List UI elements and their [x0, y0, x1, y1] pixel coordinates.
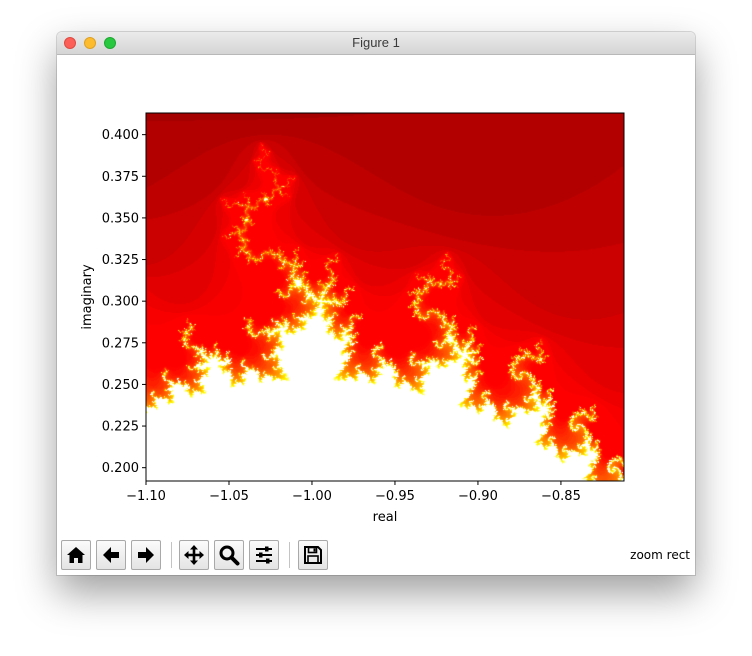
x-axis-label: real — [373, 510, 398, 525]
figure-canvas[interactable]: −1.10 −1.05 −1.00 −0.95 −0.90 −0.85 0.200 0.22… — [57, 55, 695, 535]
pan-button[interactable] — [179, 540, 209, 570]
y-tick-label: 0.200 — [102, 461, 139, 476]
toolbar-status-message: zoom rect — [630, 548, 690, 562]
sliders-icon — [256, 546, 272, 564]
y-tick-label: 0.275 — [102, 336, 139, 351]
forward-button[interactable] — [131, 540, 161, 570]
navigation-toolbar: zoom rect — [57, 535, 695, 575]
x-tick-label: −0.95 — [375, 489, 415, 504]
x-tick-label: −0.85 — [541, 489, 581, 504]
y-tick-label: 0.375 — [102, 170, 139, 185]
y-tick-label: 0.350 — [102, 211, 139, 226]
plot-area[interactable] — [146, 113, 624, 481]
home-button[interactable] — [61, 540, 91, 570]
zoom-window-button[interactable] — [104, 37, 116, 49]
mandelbrot-heatmap — [146, 113, 624, 481]
zoom-button[interactable] — [214, 540, 244, 570]
back-button[interactable] — [96, 540, 126, 570]
y-tick-label: 0.225 — [102, 420, 139, 435]
y-axis-label: imaginary — [80, 264, 95, 330]
toolbar-separator — [171, 542, 172, 568]
floppy-disk-icon — [304, 546, 322, 564]
x-tick-label: −1.10 — [126, 489, 166, 504]
x-tick-label: −0.90 — [458, 489, 498, 504]
toolbar-separator — [289, 542, 290, 568]
title-bar[interactable]: Figure 1 — [57, 32, 695, 55]
minimize-window-button[interactable] — [84, 37, 96, 49]
move-arrows-icon — [184, 545, 204, 565]
arrow-right-icon — [138, 547, 154, 563]
y-tick-label: 0.325 — [102, 253, 139, 268]
x-tick-label: −1.00 — [292, 489, 332, 504]
axes-frame — [145, 112, 625, 482]
save-button[interactable] — [298, 540, 328, 570]
window-title: Figure 1 — [352, 35, 400, 50]
figure-window: Figure 1 −1.10 −1.05 −1.00 −0.95 −0.90 −0.85 … — [57, 32, 695, 575]
close-window-button[interactable] — [64, 37, 76, 49]
y-axis: 0.200 0.225 0.250 0.275 0.300 0.325 0.350 0.375… — [102, 128, 146, 476]
arrow-left-icon — [103, 547, 119, 563]
y-tick-label: 0.250 — [102, 378, 139, 393]
x-axis: −1.10 −1.05 −1.00 −0.95 −0.90 −0.85 — [126, 481, 581, 504]
y-tick-label: 0.400 — [102, 128, 139, 143]
subplots-button[interactable] — [249, 540, 279, 570]
x-tick-label: −1.05 — [209, 489, 249, 504]
home-icon — [67, 547, 85, 563]
y-tick-label: 0.300 — [102, 295, 139, 310]
magnifier-icon — [219, 545, 240, 566]
